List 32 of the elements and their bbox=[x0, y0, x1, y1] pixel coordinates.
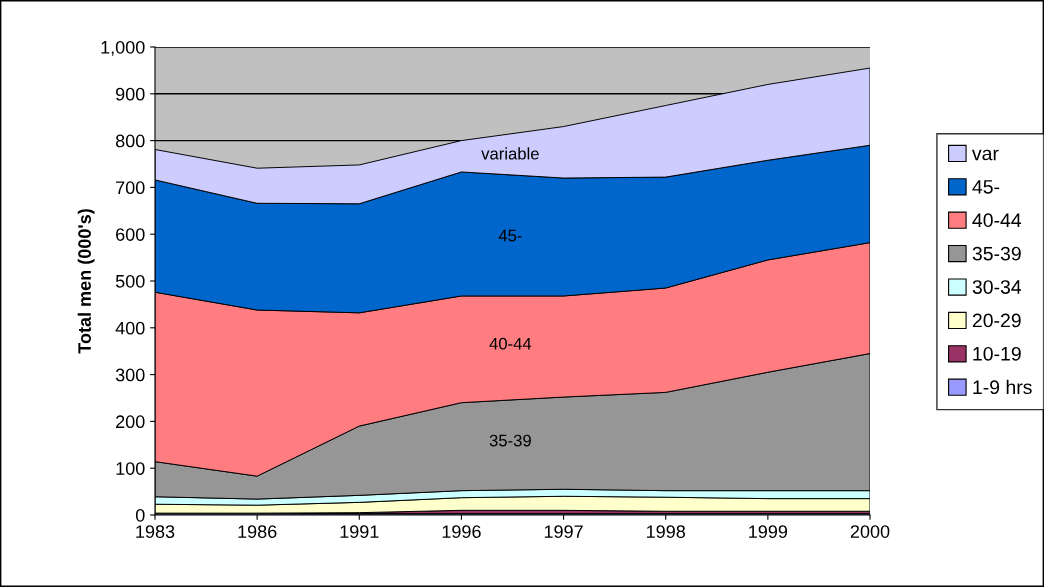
y-tick-label: 100 bbox=[116, 462, 145, 475]
x-tick-label: 1997 bbox=[544, 525, 583, 538]
y-tick-label: 300 bbox=[115, 368, 145, 382]
x-tick-label: 1983 bbox=[136, 525, 175, 538]
legend-label: var bbox=[971, 149, 999, 161]
y-tick-label: 400 bbox=[115, 321, 145, 335]
legend-label: 10-19 bbox=[973, 346, 1021, 361]
x-tick-label: 1999 bbox=[749, 525, 788, 538]
annotation: variable bbox=[481, 147, 539, 160]
annotation: 45- bbox=[498, 229, 522, 242]
y-tick-label: 1,000 bbox=[101, 40, 145, 56]
x-tick-label: 1991 bbox=[340, 525, 379, 538]
legend-label: 35-39 bbox=[972, 246, 1021, 261]
legend-label: 1-9 hrs bbox=[973, 379, 1032, 395]
y-tick-label: 700 bbox=[116, 181, 145, 195]
y-tick-label: 0 bbox=[135, 508, 145, 522]
legend-label: 45- bbox=[972, 180, 1000, 194]
legend-label: 30-34 bbox=[972, 280, 1022, 294]
annotation: 40-44 bbox=[489, 337, 532, 350]
x-tick-label: 1996 bbox=[442, 525, 481, 538]
y-axis-title: Total men (000's) bbox=[77, 209, 95, 354]
y-tick-label: 800 bbox=[115, 134, 145, 148]
y-tick-label: 900 bbox=[116, 87, 145, 101]
y-tick-label: 600 bbox=[116, 228, 145, 241]
legend-label: 40-44 bbox=[972, 213, 1022, 228]
x-tick-label: 1998 bbox=[647, 525, 686, 538]
annotation: 35-39 bbox=[489, 434, 531, 447]
y-tick-label: 500 bbox=[115, 274, 145, 288]
y-tick-label: 200 bbox=[116, 415, 145, 429]
legend-label: 20-29 bbox=[972, 313, 1021, 328]
x-tick-label: 1986 bbox=[238, 525, 277, 538]
x-tick-label: 2000 bbox=[850, 525, 890, 538]
